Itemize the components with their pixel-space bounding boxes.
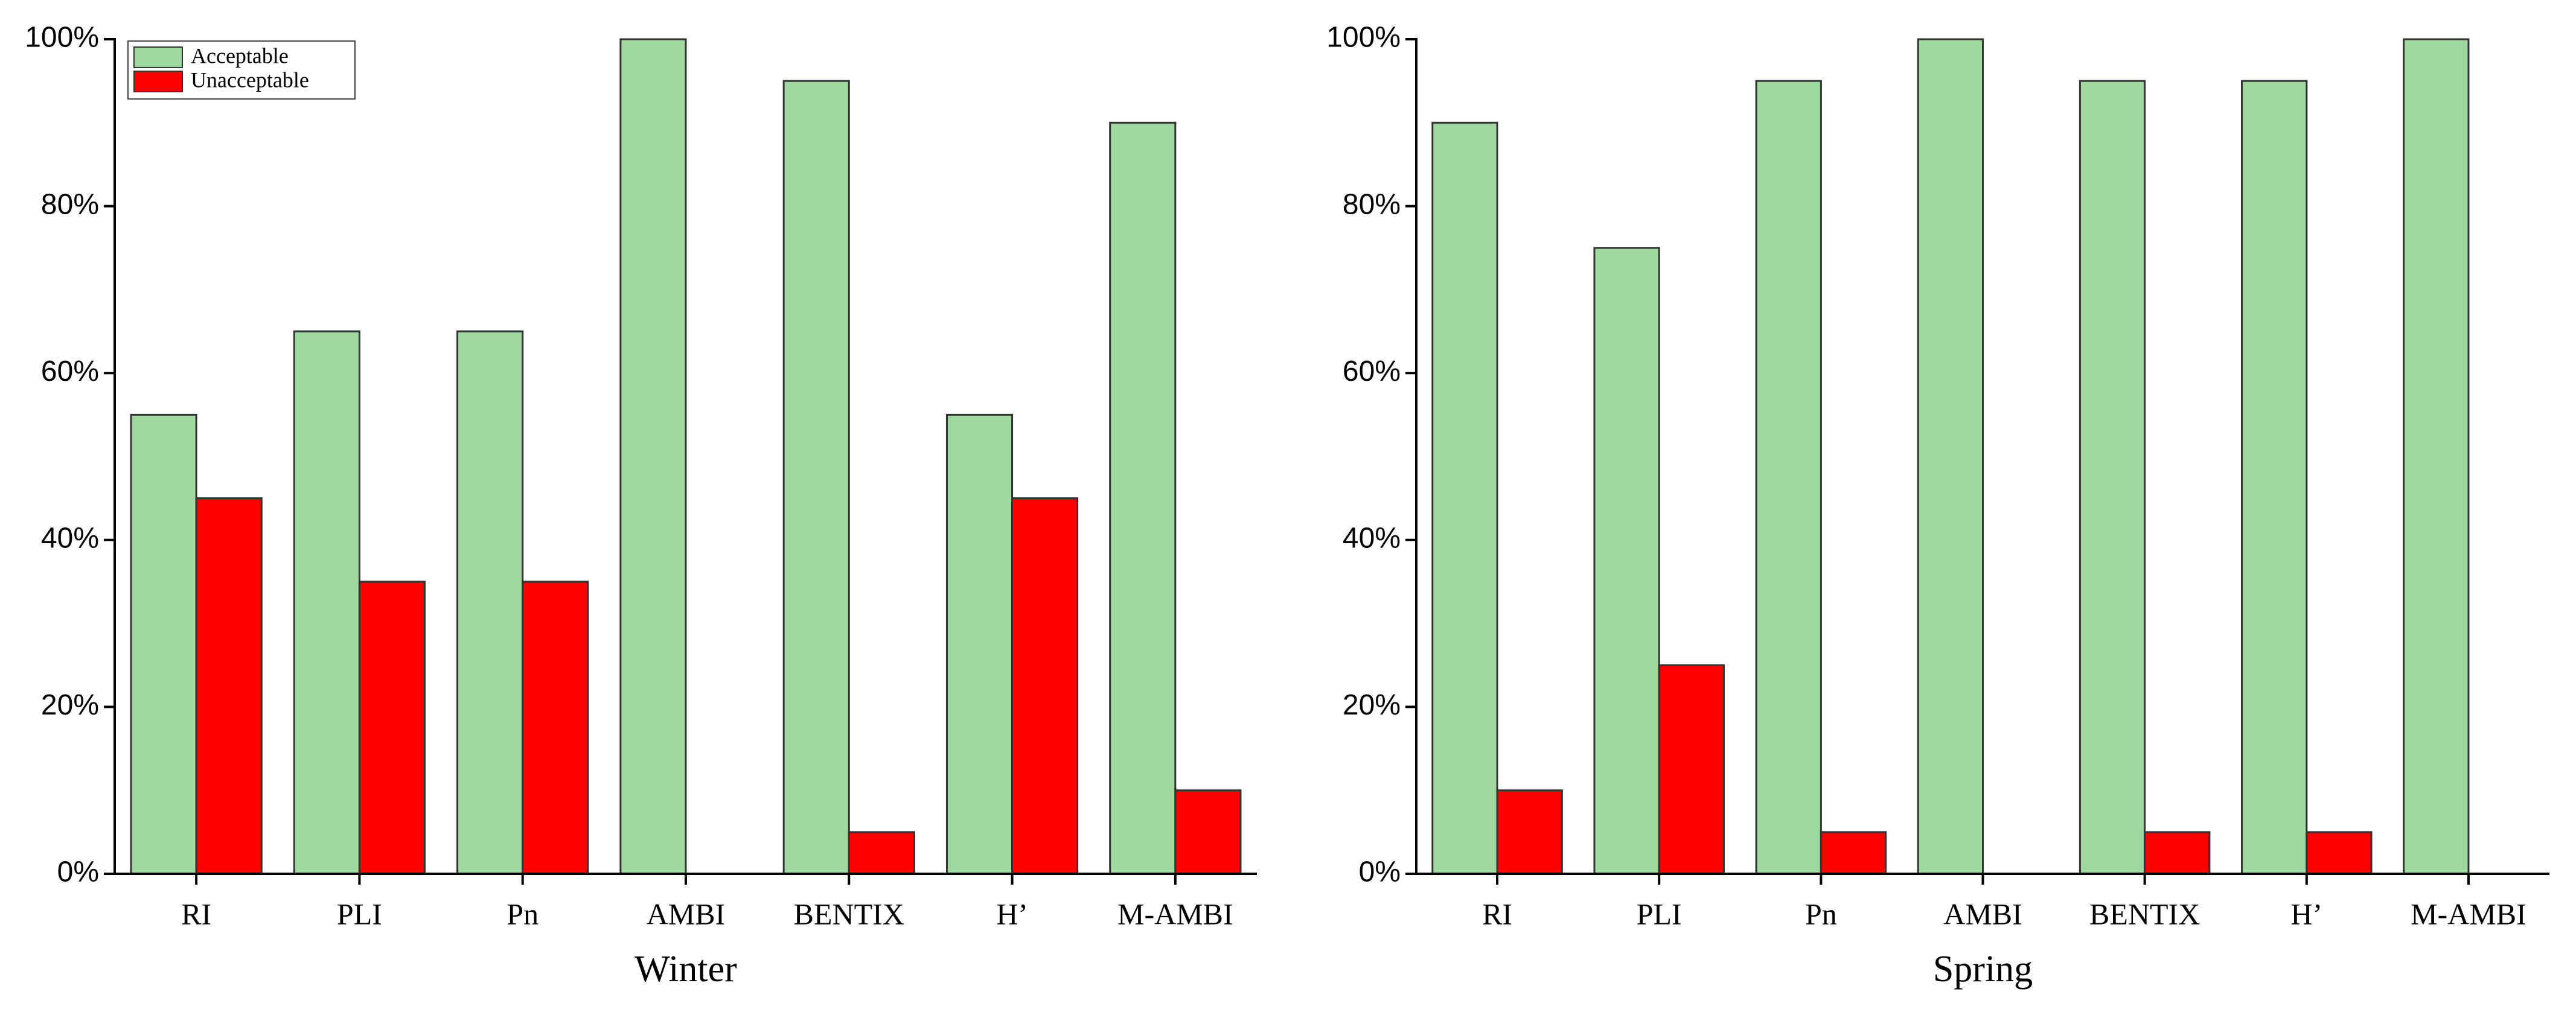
y-tick-label: 40% xyxy=(41,522,99,554)
bar xyxy=(782,80,850,875)
x-tick-label: H’ xyxy=(996,897,1028,931)
y-tick-label: 100% xyxy=(1326,22,1401,54)
x-tick-label: H’ xyxy=(2290,897,2322,931)
bar xyxy=(130,413,197,875)
bar xyxy=(2144,831,2211,875)
bar xyxy=(1658,664,1725,875)
y-tick-label: 40% xyxy=(1343,522,1401,554)
bar xyxy=(619,38,687,875)
x-axis-title: Winter xyxy=(634,949,737,990)
x-tick-label: M-AMBI xyxy=(2411,897,2526,931)
bar xyxy=(522,581,589,875)
bar xyxy=(1431,121,1498,875)
bar xyxy=(358,581,426,875)
x-tick-label: Pn xyxy=(507,897,539,931)
bar xyxy=(456,330,524,875)
y-tick-label: 0% xyxy=(1359,856,1401,888)
y-tick-label: 100% xyxy=(25,22,99,54)
x-tick-label: RI xyxy=(181,897,211,931)
x-tick-label: BENTIX xyxy=(2089,897,2200,931)
legend-swatch xyxy=(133,71,183,92)
bar xyxy=(2241,80,2308,875)
bar xyxy=(1109,121,1177,875)
x-tick-label: BENTIX xyxy=(794,897,904,931)
bar xyxy=(2306,831,2373,875)
legend-label: Acceptable xyxy=(191,43,289,68)
bar xyxy=(1755,80,1822,875)
bar xyxy=(2079,80,2146,875)
bar xyxy=(1917,38,1984,875)
bar xyxy=(2403,38,2470,875)
y-tick-label: 20% xyxy=(41,689,99,721)
bar xyxy=(195,497,263,875)
y-tick-label: 20% xyxy=(1343,689,1401,721)
bar xyxy=(1174,789,1242,875)
y-tick-label: 80% xyxy=(41,188,99,220)
x-tick-label: Pn xyxy=(1805,897,1837,931)
legend-swatch xyxy=(133,46,183,68)
y-tick-label: 0% xyxy=(57,856,99,888)
y-tick-label: 60% xyxy=(41,355,99,387)
y-tick-label: 60% xyxy=(1343,355,1401,387)
bar xyxy=(848,831,915,875)
x-axis-title: Spring xyxy=(1933,949,2033,990)
x-tick-label: PLI xyxy=(1637,897,1682,931)
legend-label: Unacceptable xyxy=(191,68,309,92)
bar xyxy=(1593,247,1660,875)
x-tick-label: RI xyxy=(1482,897,1512,931)
bar xyxy=(1011,497,1079,875)
bar xyxy=(1820,831,1887,875)
y-tick-label: 80% xyxy=(1343,188,1401,220)
bar xyxy=(1496,789,1563,875)
x-tick-label: M-AMBI xyxy=(1117,897,1233,931)
bar xyxy=(293,330,360,875)
bar xyxy=(945,413,1014,875)
x-tick-label: PLI xyxy=(337,897,382,931)
x-tick-label: AMBI xyxy=(1943,897,2022,931)
x-tick-label: AMBI xyxy=(647,897,726,931)
